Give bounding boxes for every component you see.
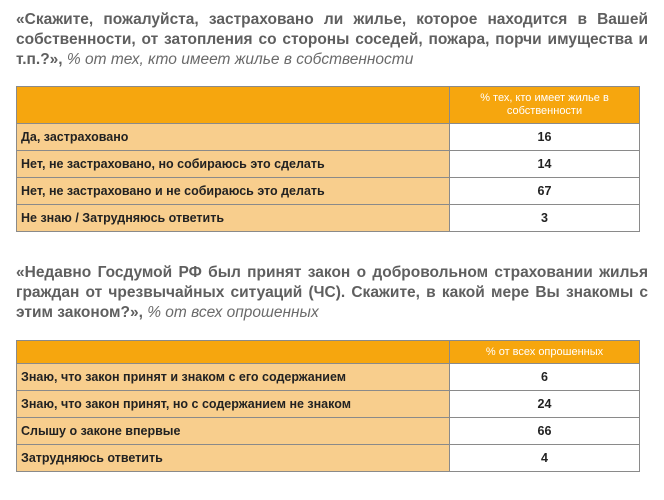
question-1: «Скажите, пожалуйста, застраховано ли жи… bbox=[16, 10, 648, 70]
row-label: Да, застраховано bbox=[16, 123, 450, 151]
row-label: Знаю, что закон принят и знаком с его со… bbox=[16, 363, 450, 391]
row-label: Нет, не застраховано и не собираюсь это … bbox=[16, 177, 450, 205]
row-value: 14 bbox=[449, 150, 640, 178]
question-2-text: «Недавно Госдумой РФ был принят закон о … bbox=[16, 264, 648, 321]
row-label: Слышу о законе впервые bbox=[16, 417, 450, 445]
row-value: 16 bbox=[449, 123, 640, 151]
table-row: Да, застраховано 16 bbox=[16, 123, 640, 151]
row-value: 24 bbox=[449, 390, 640, 418]
results-table-2: % от всех опрошенных Знаю, что закон при… bbox=[16, 340, 640, 472]
row-value: 3 bbox=[449, 204, 640, 232]
table-row: Знаю, что закон принят, но с содержанием… bbox=[16, 390, 640, 418]
column-header: % от всех опрошенных bbox=[449, 340, 640, 364]
row-label: Не знаю / Затрудняюсь ответить bbox=[16, 204, 450, 232]
question-2: «Недавно Госдумой РФ был принят закон о … bbox=[16, 263, 648, 323]
row-label: Затрудняюсь ответить bbox=[16, 444, 450, 472]
table-row: Не знаю / Затрудняюсь ответить 3 bbox=[16, 204, 640, 232]
table-row: Знаю, что закон принят и знаком с его со… bbox=[16, 363, 640, 391]
header-label-cell bbox=[16, 340, 450, 364]
row-value: 4 bbox=[449, 444, 640, 472]
results-table-1: % тех, кто имеет жилье в собственности Д… bbox=[16, 86, 640, 232]
header-label-cell bbox=[16, 86, 450, 124]
question-2-note: % от всех опрошенных bbox=[147, 304, 319, 321]
table-header-row: % от всех опрошенных bbox=[16, 340, 640, 364]
row-value: 6 bbox=[449, 363, 640, 391]
column-header: % тех, кто имеет жилье в собственности bbox=[449, 86, 640, 124]
question-1-note: % от тех, кто имеет жилье в собственност… bbox=[66, 51, 414, 68]
row-value: 66 bbox=[449, 417, 640, 445]
row-value: 67 bbox=[449, 177, 640, 205]
question-1-text: «Скажите, пожалуйста, застраховано ли жи… bbox=[16, 11, 648, 68]
table-row: Слышу о законе впервые 66 bbox=[16, 417, 640, 445]
table-row: Нет, не застраховано и не собираюсь это … bbox=[16, 177, 640, 205]
table-row: Нет, не застраховано, но собираюсь это с… bbox=[16, 150, 640, 178]
table-row: Затрудняюсь ответить 4 bbox=[16, 444, 640, 472]
row-label: Нет, не застраховано, но собираюсь это с… bbox=[16, 150, 450, 178]
row-label: Знаю, что закон принят, но с содержанием… bbox=[16, 390, 450, 418]
table-header-row: % тех, кто имеет жилье в собственности bbox=[16, 86, 640, 124]
